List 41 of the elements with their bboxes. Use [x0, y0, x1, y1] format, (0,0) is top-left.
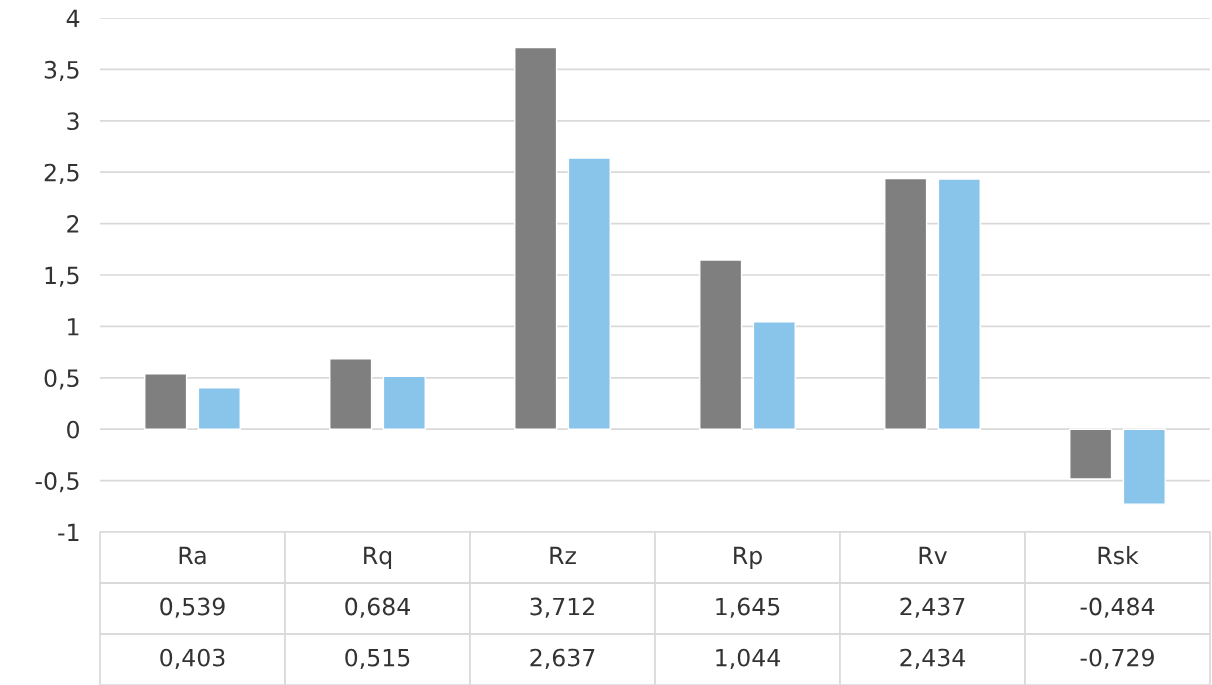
bar [144, 373, 188, 430]
data-label: 2,437 [900, 597, 965, 618]
y-tick-label: 2,5 [44, 163, 79, 184]
y-tick-label: 3 [67, 112, 79, 131]
y-tick-label: 1,5 [45, 266, 79, 287]
data-label: 0,403 [160, 648, 225, 669]
data-label: 1,044 [716, 648, 780, 669]
x-tick-label: Ra [179, 546, 206, 565]
bar [514, 46, 558, 430]
bar [937, 178, 981, 430]
x-tick-label: Rsk [1098, 546, 1139, 565]
data-label: 2,637 [530, 648, 595, 669]
x-tick-label: Rz [550, 546, 576, 565]
y-tick-label: -0,5 [35, 472, 79, 493]
data-label: 1,645 [716, 597, 780, 618]
bar [197, 387, 241, 430]
bar [382, 375, 426, 430]
data-label: 2,434 [900, 648, 965, 669]
y-tick-label: 0 [67, 420, 79, 439]
bar [1122, 428, 1166, 505]
data-label: -0,484 [1080, 597, 1155, 618]
x-tick-label: Rp [734, 546, 762, 569]
x-tick-label: Rv [919, 546, 947, 565]
y-tick-label: 3,5 [44, 60, 79, 82]
x-tick-label: Rq [364, 546, 392, 569]
data-label: -0,729 [1080, 648, 1154, 669]
bar [1069, 428, 1113, 480]
data-label: 3,712 [530, 597, 594, 618]
data-label: 0,515 [345, 648, 410, 669]
bar [752, 321, 796, 430]
bar [567, 157, 611, 430]
data-label: 0,684 [345, 597, 410, 618]
y-tick-label: 2 [67, 215, 79, 233]
bar [884, 177, 928, 430]
y-tick-label: 4 [66, 9, 80, 27]
y-tick-label: 1 [68, 318, 79, 336]
bar [329, 358, 373, 430]
y-tick-label: 0,5 [44, 369, 79, 390]
data-label: 0,539 [160, 597, 225, 618]
y-tick-label: -1 [58, 523, 79, 541]
bar [699, 259, 743, 430]
